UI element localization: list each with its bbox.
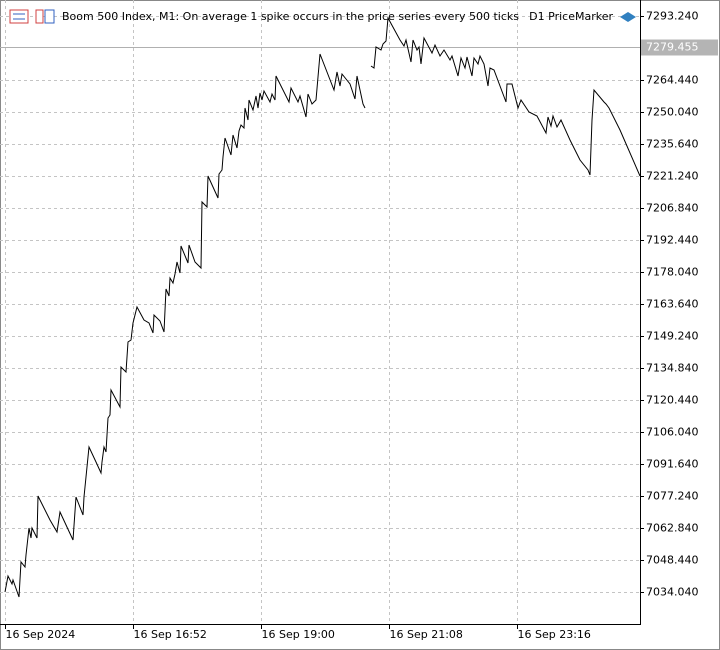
y-tick-label: 7120.440 xyxy=(646,394,699,407)
price-label: 7279.455 xyxy=(646,41,699,54)
price-label-box xyxy=(641,39,718,56)
x-tick-label: 16 Sep 23:16 xyxy=(518,628,591,641)
y-tick-label: 7149.240 xyxy=(646,330,699,343)
line-layer xyxy=(4,16,641,598)
y-tick-label: 7062.840 xyxy=(646,522,699,535)
icon-list xyxy=(9,9,29,24)
y-tick-label: 7250.040 xyxy=(646,106,699,119)
y-tick-label: 7192.440 xyxy=(646,234,699,247)
y-tick-label: 7034.040 xyxy=(646,586,699,599)
x-tick-label: 16 Sep 21:08 xyxy=(390,628,463,641)
y-tick-label: 7134.840 xyxy=(646,362,699,375)
grid-layer xyxy=(0,0,640,624)
price-line-series xyxy=(4,16,641,598)
y-tick-label: 7221.240 xyxy=(646,170,699,183)
y-tick-label: 7048.440 xyxy=(646,554,699,567)
x-tick-label: 16 Sep 19:00 xyxy=(262,628,335,641)
y-tick-label: 7106.040 xyxy=(646,426,699,439)
x-tick-label: 16 Sep 16:52 xyxy=(134,628,207,641)
icon-chart-bar xyxy=(44,9,55,24)
icon-chart-bar xyxy=(35,9,44,24)
y-tick-label: 7077.240 xyxy=(646,490,699,503)
y-tick-label: 7091.640 xyxy=(646,458,699,471)
y-tick-label: 7178.040 xyxy=(646,266,699,279)
y-tick-label: 7163.640 xyxy=(646,298,699,311)
toolbar-icons xyxy=(9,9,636,24)
indicator-label: D1 PriceMarker xyxy=(529,10,613,23)
y-tick-label: 7206.840 xyxy=(646,202,699,215)
x-tick-label: 16 Sep 2024 xyxy=(6,628,76,641)
y-tick-label: 7264.440 xyxy=(646,74,699,87)
chart-title: Boom 500 Index, M1: On average 1 spike o… xyxy=(62,10,519,23)
icon-indicator xyxy=(620,12,636,22)
y-tick-label: 7293.240 xyxy=(646,10,699,23)
y-tick-label: 7235.640 xyxy=(646,138,699,151)
